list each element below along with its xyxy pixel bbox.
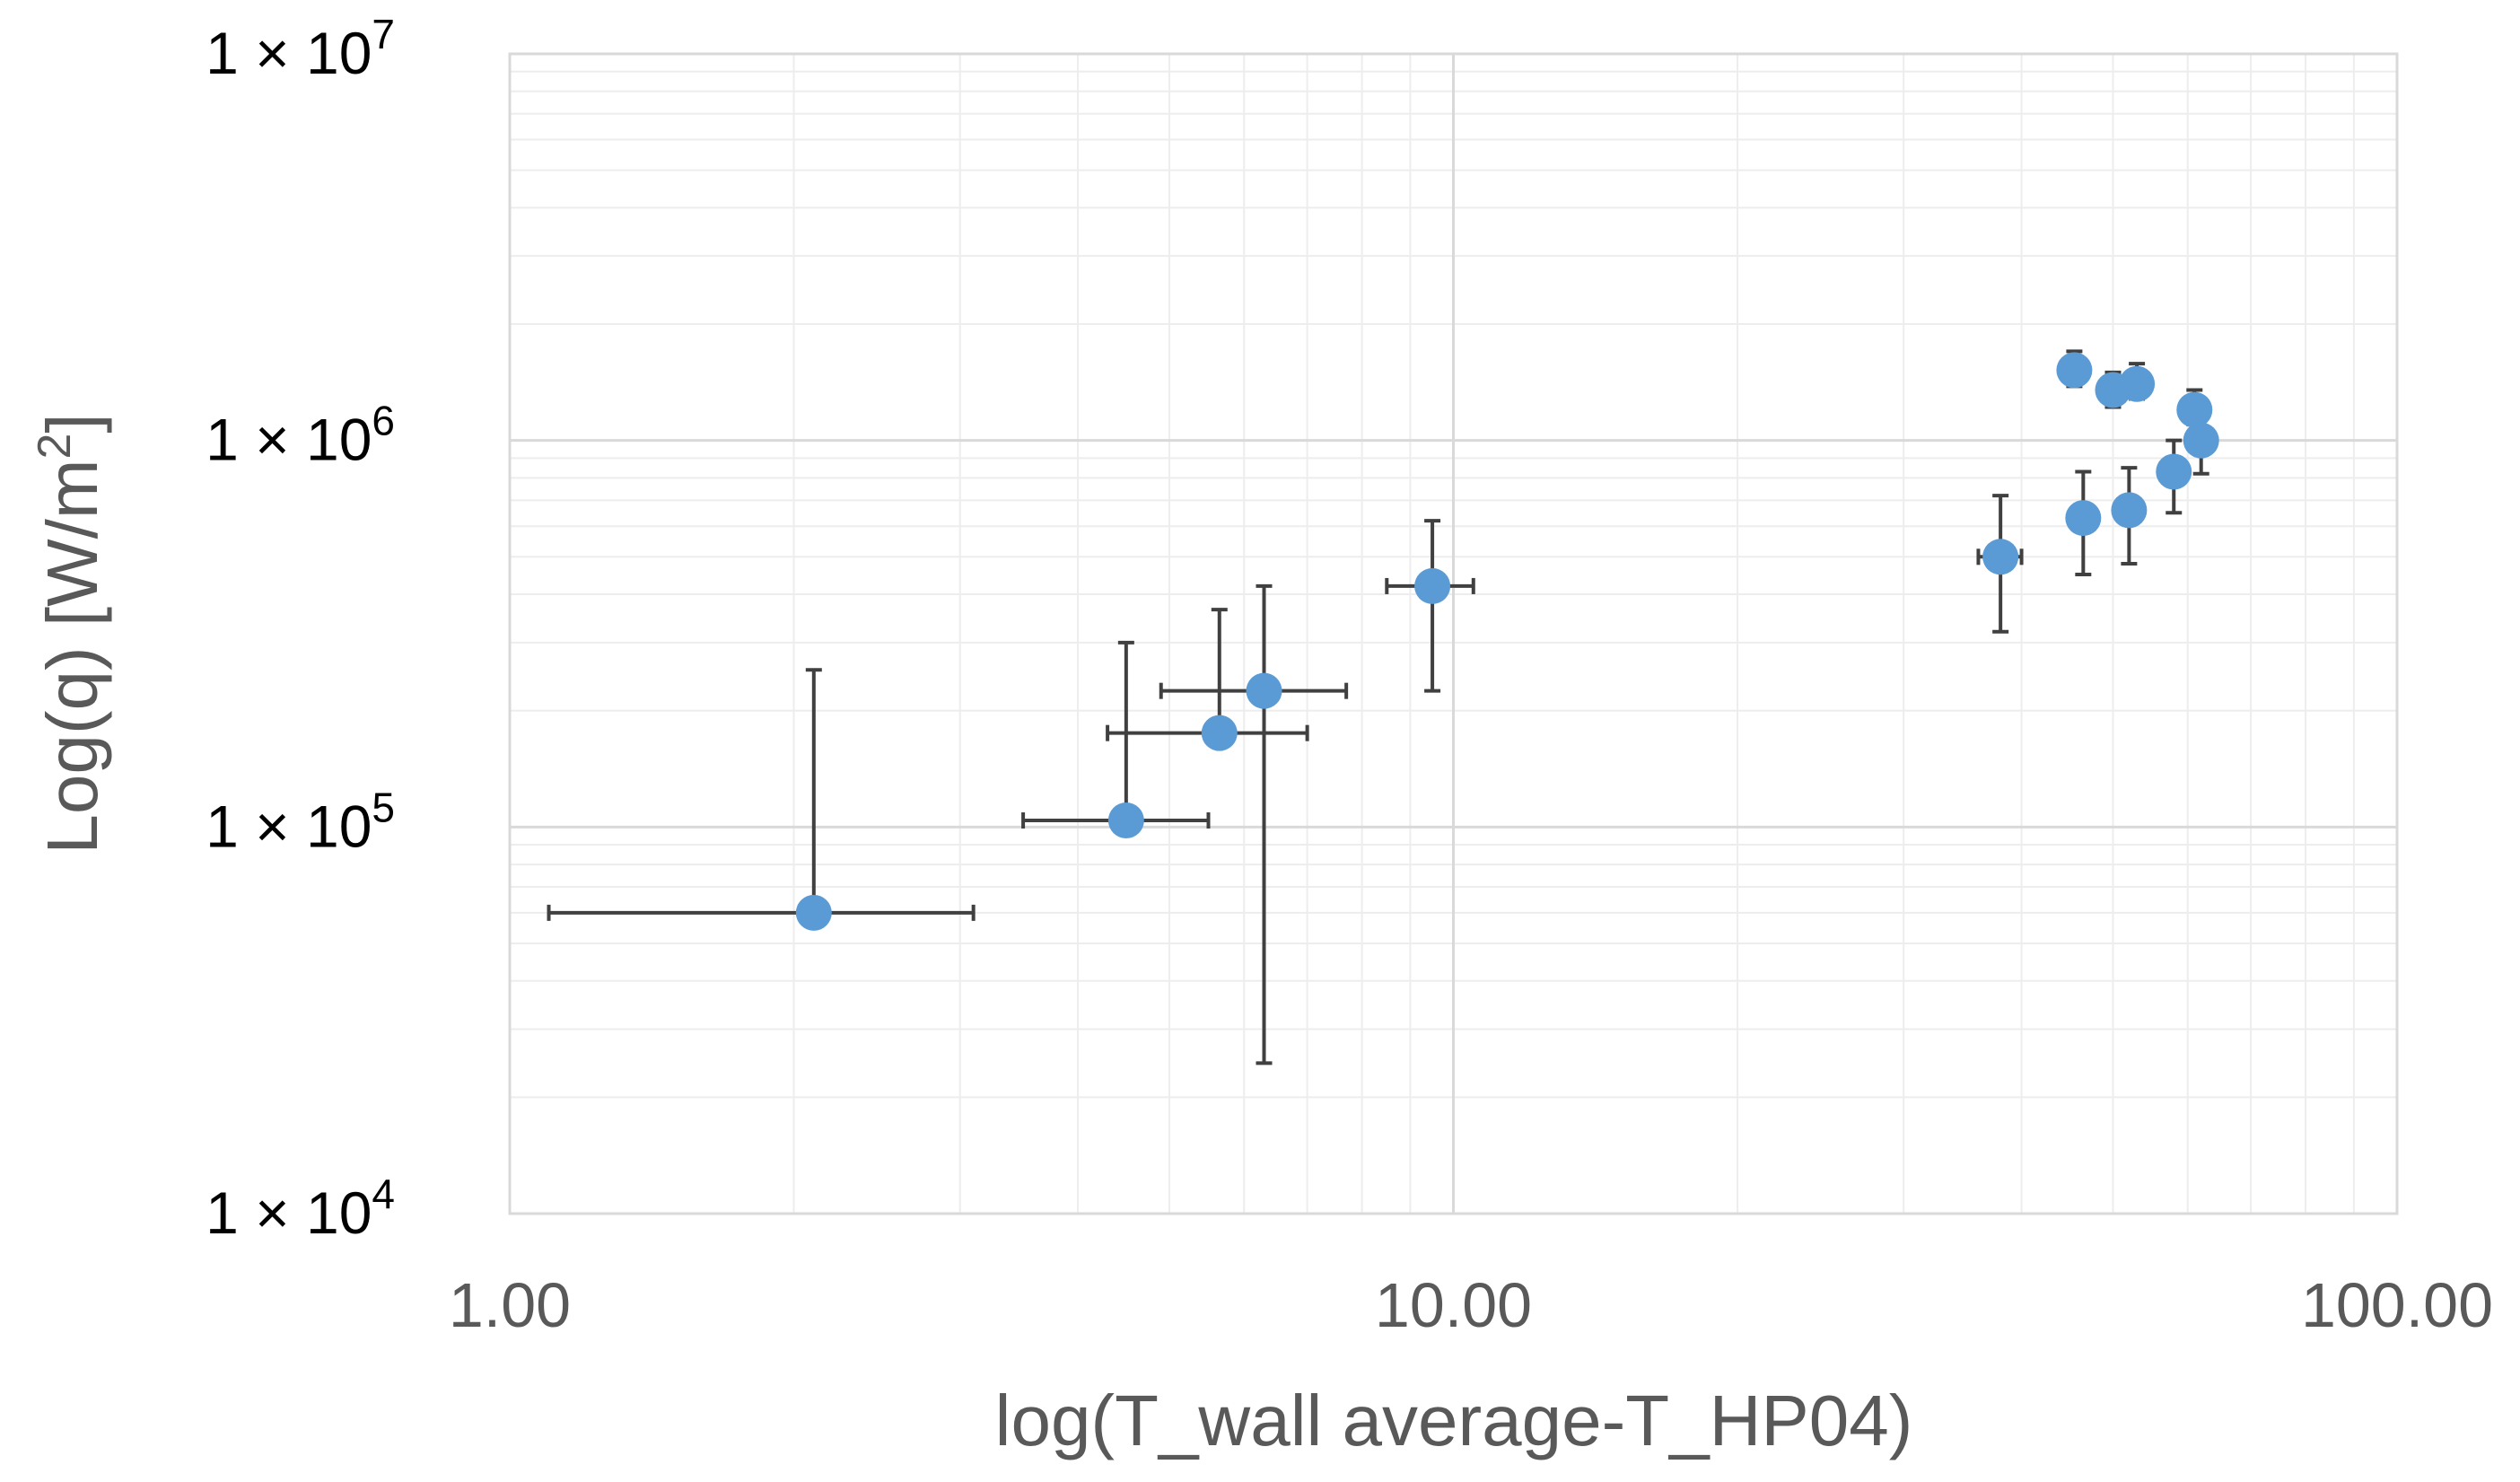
data-point — [2183, 422, 2219, 459]
y-axis-title-prefix: Log(q) [W/m — [32, 460, 112, 855]
y-axis-title: Log(q) [W/m2] — [29, 413, 112, 854]
data-point — [1982, 539, 2019, 575]
y-tick-exponent: 6 — [372, 398, 395, 444]
data-point — [1414, 567, 1451, 604]
x-axis-title: log(T_wall average-T_HP04) — [995, 1381, 1913, 1460]
y-tick-label: 1 × 105 — [206, 784, 395, 859]
y-axis-title-superscript: 2 — [29, 434, 81, 460]
y-tick-mantissa: 1 × 10 — [206, 793, 372, 859]
y-axis-title-suffix: ] — [32, 413, 112, 433]
data-point — [795, 894, 832, 931]
data-point — [2156, 453, 2192, 490]
major-gridlines — [508, 52, 2399, 1215]
y-tick-exponent: 7 — [372, 11, 395, 57]
data-point — [1107, 802, 1144, 838]
x-tick-label: 1.00 — [449, 1270, 571, 1340]
y-tick-mantissa: 1 × 10 — [206, 407, 372, 473]
data-point — [1201, 715, 1238, 751]
data-point — [2111, 492, 2148, 529]
y-tick-exponent: 4 — [372, 1171, 395, 1217]
x-tick-labels: 1.00 10.00 100.00 — [449, 1270, 2493, 1340]
data-point — [2176, 391, 2213, 428]
y-tick-label: 1 × 107 — [206, 11, 395, 86]
x-tick-label: 100.00 — [2301, 1270, 2493, 1340]
y-tick-exponent: 5 — [372, 784, 395, 830]
data-point — [1246, 672, 1282, 709]
y-tick-mantissa: 1 × 10 — [206, 1179, 372, 1246]
x-tick-label: 10.00 — [1375, 1270, 1532, 1340]
y-tick-label: 1 × 106 — [206, 398, 395, 473]
data-point — [2065, 500, 2102, 537]
y-tick-mantissa: 1 × 10 — [206, 20, 372, 86]
y-tick-label: 1 × 104 — [206, 1171, 395, 1246]
data-markers — [795, 352, 2219, 931]
data-point — [2119, 365, 2156, 402]
data-point — [2056, 352, 2093, 389]
